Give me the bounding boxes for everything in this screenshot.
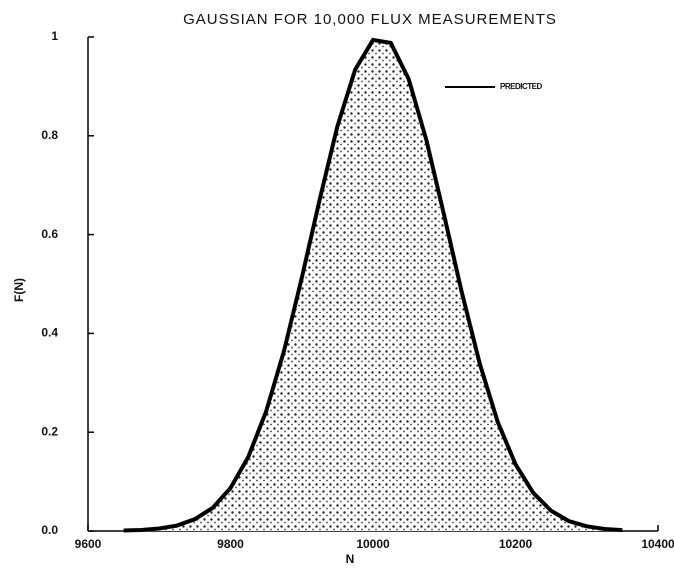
area-fill bbox=[123, 39, 623, 532]
y-tick-label: 0.4 bbox=[41, 326, 58, 340]
chart-title: GAUSSIAN FOR 10,000 FLUX MEASUREMENTS bbox=[183, 11, 557, 28]
legend-label: PREDICTED bbox=[500, 82, 542, 91]
y-tick-label: 0.8 bbox=[41, 128, 58, 142]
y-tick-label: 1 bbox=[51, 29, 58, 43]
x-tick-label: 9800 bbox=[217, 537, 244, 551]
y-tick-label: 0.6 bbox=[41, 227, 58, 241]
y-axis-label: F(N) bbox=[12, 278, 26, 302]
y-tick-label: 0.0 bbox=[41, 523, 58, 537]
x-tick-label: 10400 bbox=[641, 537, 674, 551]
x-axis-label: N bbox=[346, 552, 355, 566]
x-tick-label: 10000 bbox=[356, 537, 390, 551]
y-tick-label: 0.2 bbox=[41, 424, 58, 438]
line bbox=[123, 37, 623, 533]
x-tick-label: 9600 bbox=[75, 537, 102, 551]
x-tick-label: 10200 bbox=[499, 537, 533, 551]
